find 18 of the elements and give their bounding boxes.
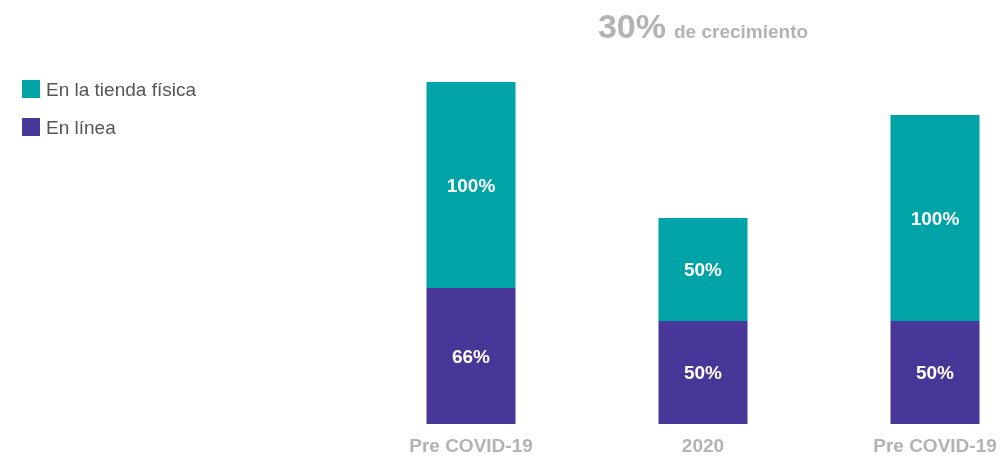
legend-label: En la tienda física	[46, 78, 197, 100]
bar	[658, 217, 748, 321]
x-tick-label: Pre COVID-19	[873, 435, 997, 456]
bar	[890, 114, 980, 321]
bar	[426, 288, 516, 424]
legend-label: En línea	[46, 116, 117, 138]
bar	[658, 320, 748, 424]
data-label: 50%	[683, 259, 723, 281]
data-label: 50%	[683, 362, 723, 384]
data-label: 66%	[451, 345, 491, 367]
data-label: 50%	[915, 362, 955, 384]
chart-title: 30% de crecimiento	[597, 7, 809, 45]
data-label: 100%	[910, 207, 960, 229]
x-tick-label: 2020	[681, 435, 725, 456]
bar	[890, 320, 980, 424]
x-tick-label: Pre COVID-19	[409, 435, 533, 456]
data-label: 100%	[446, 174, 496, 196]
bar	[426, 82, 516, 289]
